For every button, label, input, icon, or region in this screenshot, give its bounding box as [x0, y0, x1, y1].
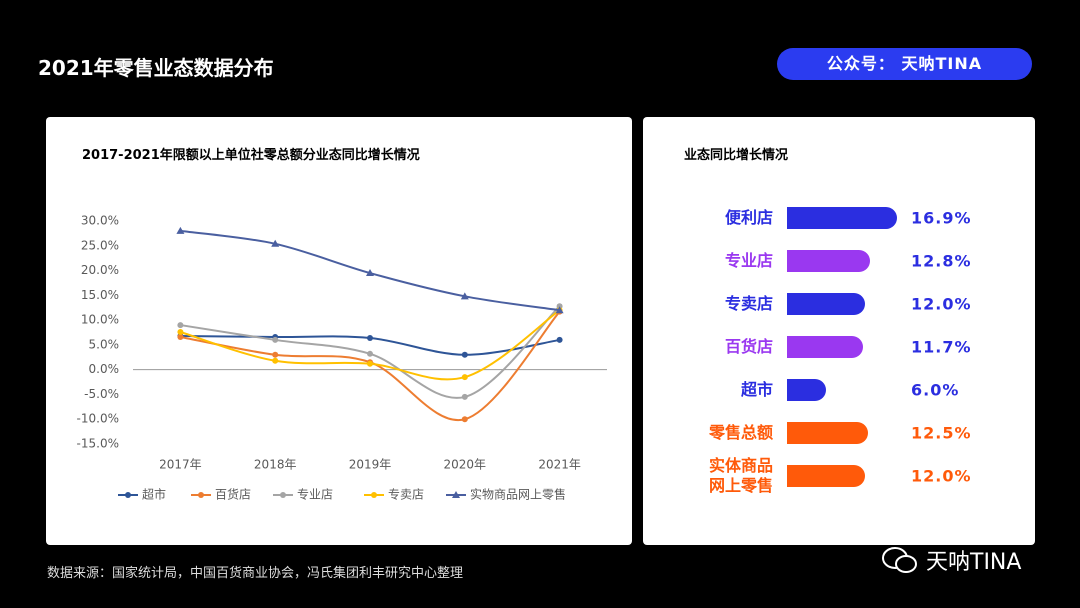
legend-marker [371, 492, 377, 498]
y-tick-label: 5.0% [89, 337, 120, 351]
bar-label: 实体商品 网上零售 [708, 456, 773, 495]
y-tick-label: 0.0% [89, 362, 120, 376]
marker [177, 329, 184, 336]
y-tick-label: 20.0% [81, 263, 119, 277]
bar [787, 207, 897, 229]
series-line [180, 311, 561, 422]
marker [460, 292, 469, 300]
legend-label: 实物商品网上零售 [470, 487, 566, 502]
bar [787, 336, 864, 358]
legend-label: 超市 [142, 487, 166, 502]
marker [176, 226, 185, 234]
marker [177, 333, 184, 340]
marker [272, 351, 279, 358]
bar [787, 379, 826, 401]
value-label: 12.0% [911, 466, 972, 486]
source-note: 数据来源：国家统计局，中国百货商业协会，冯氏集团利丰研究中心整理 [47, 566, 464, 581]
line-chart: 30.0% 25.0% 20.0% 15.0% 10.0% 5.0% 0.0% -5.0% -1… [77, 214, 607, 502]
value-label: 6.0% [911, 380, 960, 400]
line-panel: 2017-2021年限额以上单位社零总额分业态同比增长情况 30.0% 25.0%… [46, 117, 632, 545]
series-line [180, 305, 561, 399]
marker [461, 374, 468, 381]
marker [461, 416, 468, 423]
marker [272, 336, 279, 343]
bar [787, 250, 871, 272]
bar-label: 百货店 [724, 337, 773, 356]
legend-label: 专业店 [297, 487, 333, 502]
y-tick-label: -10.0% [77, 412, 119, 426]
value-label: 16.9% [911, 208, 972, 228]
x-tick-label: 2019年 [349, 458, 392, 472]
marker [367, 334, 373, 341]
bar-label: 零售总额 [708, 423, 773, 442]
marker [177, 322, 184, 329]
legend-marker [452, 491, 460, 498]
y-tick-label: -5.0% [84, 387, 119, 401]
bar-label: 超市 [740, 380, 773, 399]
slide-title: 2021年零售业态数据分布 [38, 56, 274, 80]
y-tick-label: -15.0% [77, 437, 119, 451]
y-tick-label: 10.0% [81, 313, 119, 327]
x-tick-label: 2020年 [444, 458, 487, 472]
y-tick-label: 15.0% [81, 288, 119, 302]
bar-chart: 便利店 16.9% 专业店 12.8% 专卖店 12.0% 百货店 11.7% 超市 6.0% 零售… [643, 117, 1035, 545]
chart-title: 业态同比增长情况 [684, 148, 789, 163]
y-tick-label: 25.0% [81, 238, 119, 252]
value-label: 12.8% [911, 251, 972, 271]
marker [272, 357, 279, 364]
bar [787, 465, 865, 487]
marker [271, 239, 280, 247]
bar [787, 293, 865, 315]
legend-marker [198, 492, 204, 498]
marker [367, 350, 373, 357]
value-label: 12.0% [911, 294, 972, 314]
marker [366, 269, 374, 277]
bar [787, 422, 869, 444]
bar-label: 便利店 [724, 208, 773, 227]
x-tick-label: 2021年 [538, 458, 581, 472]
watermark-text: 天呐TINA [926, 550, 1022, 575]
bar-panel: 业态同比增长情况 便利店 16.9% 专业店 12.8% 专卖店 12.0% 百货店 11.7… [643, 117, 1035, 545]
legend-label: 百货店 [215, 487, 251, 502]
marker [556, 336, 563, 343]
y-tick-label: 30.0% [81, 214, 119, 228]
legend-marker [125, 492, 131, 498]
marker [461, 393, 468, 400]
series-line [180, 309, 561, 381]
value-label: 12.5% [911, 423, 972, 443]
bar-label: 专业店 [724, 251, 773, 270]
marker [367, 360, 373, 367]
marker [461, 351, 468, 358]
marker [555, 306, 564, 314]
wechat-icon [882, 547, 917, 573]
legend-label: 专卖店 [388, 487, 424, 502]
watermark: 天呐TINA [880, 544, 1021, 576]
legend-marker [280, 492, 286, 498]
bar-label: 专卖店 [724, 294, 773, 313]
x-tick-label: 2017年 [159, 458, 202, 472]
value-label: 11.7% [911, 337, 972, 357]
badge: 公众号： 天呐TINA [777, 48, 1032, 80]
chart-title: 2017-2021年限额以上单位社零总额分业态同比增长情况 [82, 148, 420, 163]
x-tick-label: 2018年 [254, 458, 297, 472]
